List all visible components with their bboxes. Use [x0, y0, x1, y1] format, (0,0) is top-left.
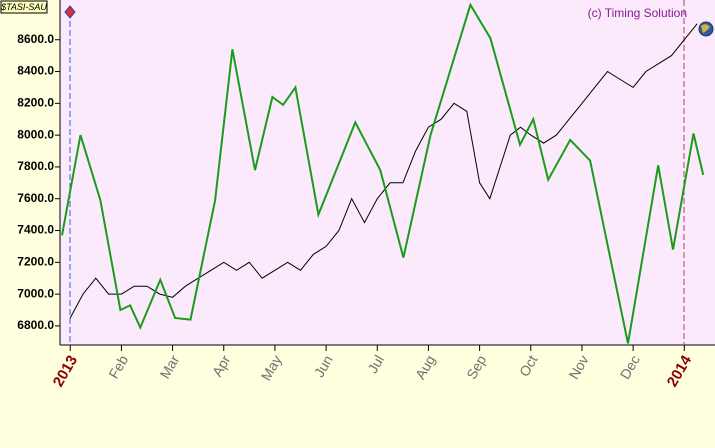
y-tick-label: 7600.0: [17, 191, 54, 205]
symbol-box: [0, 0, 48, 14]
series-line: [61, 2, 705, 344]
series-line: [69, 23, 698, 319]
y-tick-label: 8400.0: [17, 64, 54, 78]
y-tick-label: 7000.0: [17, 286, 54, 300]
globe-land: [701, 24, 710, 33]
plot-area: [60, 0, 715, 345]
chart-title: (c) Timing Solution: [588, 6, 687, 20]
y-tick-label: 8600.0: [17, 32, 54, 46]
y-tick-label: 7200.0: [17, 254, 54, 268]
y-tick-label: 8000.0: [17, 127, 54, 141]
y-tick-label: 6800.0: [17, 318, 54, 332]
y-tick-label: 8200.0: [17, 96, 54, 110]
y-tick-label: 7400.0: [17, 223, 54, 237]
start-diamond: [64, 5, 76, 19]
symbol-label: $TASI-SAU: [0, 2, 47, 12]
x-tick-label: Jul: [364, 352, 387, 376]
y-tick-label: 7800.0: [17, 159, 54, 173]
